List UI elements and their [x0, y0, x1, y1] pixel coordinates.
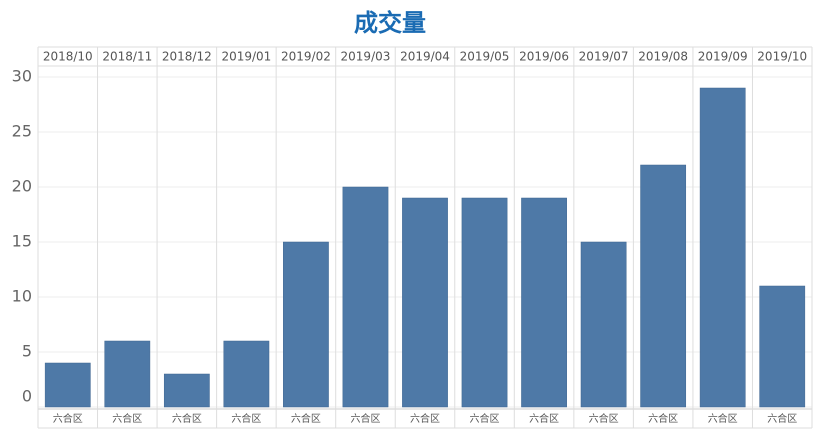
sub-category-label: 六合区 [529, 412, 559, 425]
bar [44, 362, 91, 408]
x-tick-label: 2019/01 [221, 50, 271, 64]
sub-category-label: 六合区 [410, 412, 440, 425]
x-tick-label: 2018/12 [162, 50, 212, 64]
bar [461, 197, 508, 408]
y-tick-label: 15 [12, 232, 32, 251]
bar [163, 373, 210, 408]
sub-category-label: 六合区 [350, 412, 380, 425]
sub-category-label: 六合区 [767, 412, 797, 425]
y-tick-label: 10 [12, 287, 32, 306]
sub-category-label: 六合区 [589, 412, 619, 425]
bar [283, 241, 329, 408]
sub-category-label: 六合区 [708, 412, 738, 425]
x-tick-label: 2019/08 [638, 50, 688, 64]
x-tick-label: 2019/03 [341, 50, 391, 64]
sub-category-label: 六合区 [648, 412, 678, 425]
x-tick-label: 2018/10 [43, 50, 93, 64]
sub-category-label: 六合区 [291, 412, 321, 425]
x-tick-label: 2019/09 [698, 50, 748, 64]
sub-category-label: 六合区 [231, 412, 261, 425]
chart-title: 成交量 [354, 9, 426, 37]
y-tick-label: 20 [12, 177, 32, 196]
sub-category-label: 六合区 [172, 412, 202, 425]
x-tick-label: 2019/07 [579, 50, 629, 64]
bar [699, 87, 746, 408]
y-tick-label: 25 [12, 122, 32, 141]
x-tick-label: 2019/02 [281, 50, 331, 64]
frame [38, 46, 812, 429]
x-tick-label: 2019/10 [757, 50, 807, 64]
sub-category-label: 六合区 [53, 412, 83, 425]
y-tick-label: 30 [12, 67, 32, 86]
x-tick-label: 2019/05 [460, 50, 510, 64]
bar [640, 164, 687, 408]
bar [580, 241, 627, 408]
y-tick-label: 5 [22, 342, 32, 361]
y-tick-label: 0 [22, 387, 32, 406]
bar [342, 186, 389, 408]
bar [402, 197, 448, 408]
sub-category-label: 六合区 [112, 412, 142, 425]
x-tick-label: 2018/11 [102, 50, 152, 64]
bar [521, 197, 567, 408]
sub-category-label: 六合区 [470, 412, 500, 425]
bar [223, 340, 270, 408]
x-tick-label: 2019/06 [519, 50, 569, 64]
bar [759, 285, 806, 408]
bar [104, 340, 151, 408]
x-tick-label: 2019/04 [400, 50, 450, 64]
